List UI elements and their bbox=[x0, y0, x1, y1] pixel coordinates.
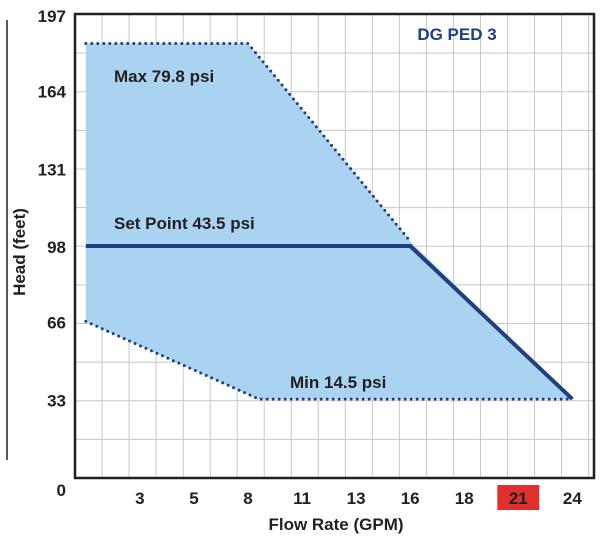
x-axis-title: Flow Rate (GPM) bbox=[268, 515, 403, 534]
chart-title: DG PED 3 bbox=[417, 25, 496, 44]
max-pressure-label: Max 79.8 psi bbox=[114, 67, 214, 86]
y-tick-label: 197 bbox=[38, 7, 66, 26]
y-tick-label: 66 bbox=[47, 314, 66, 333]
x-tick-label: 18 bbox=[455, 489, 474, 508]
x-tick-label: 21 bbox=[509, 489, 528, 508]
y-tick-label: 98 bbox=[47, 238, 66, 257]
x-tick-labels: 3 5 8 11 13 16 18 21 24 bbox=[135, 485, 582, 510]
y-tick-label: 0 bbox=[57, 481, 66, 500]
x-tick-label: 11 bbox=[293, 489, 311, 508]
series-line-1 bbox=[85, 244, 574, 401]
x-tick-label: 8 bbox=[243, 489, 252, 508]
x-tick-label: 24 bbox=[563, 489, 582, 508]
y-tick-label: 33 bbox=[47, 391, 66, 410]
set-point-label: Set Point 43.5 psi bbox=[114, 214, 255, 233]
operating-region bbox=[85, 43, 573, 400]
y-tick-labels: 0 33 66 98 131 164 197 bbox=[38, 7, 67, 500]
series-line-0 bbox=[84, 41, 412, 243]
x-tick-label: 3 bbox=[135, 489, 144, 508]
min-pressure-label: Min 14.5 psi bbox=[290, 373, 386, 392]
y-tick-label: 131 bbox=[38, 160, 66, 179]
x-tick-highlight bbox=[497, 485, 540, 510]
y-axis-title: Head (feet) bbox=[10, 208, 29, 296]
x-tick-label: 13 bbox=[347, 489, 366, 508]
plot-frame bbox=[73, 12, 596, 480]
x-tick-label: 5 bbox=[189, 489, 198, 508]
series-lines bbox=[84, 41, 574, 401]
x-tick-label: 16 bbox=[401, 489, 420, 508]
y-tick-label: 164 bbox=[38, 83, 67, 102]
